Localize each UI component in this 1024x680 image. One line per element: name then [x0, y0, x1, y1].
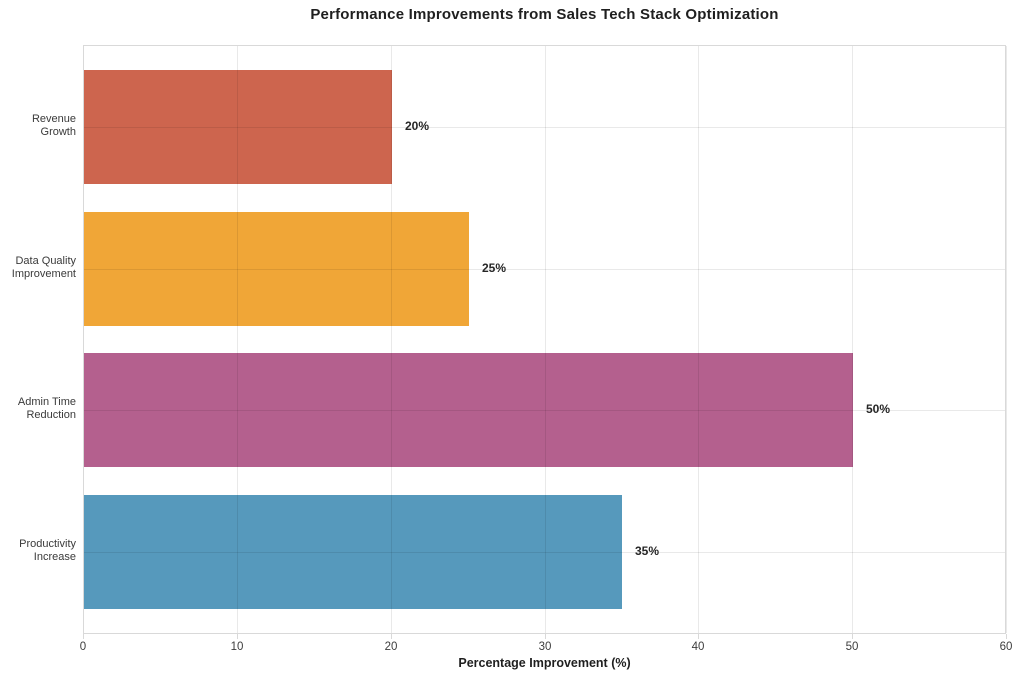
plot-area: 20% 25% 50% 35%	[83, 45, 1007, 634]
y-gridline	[84, 269, 1005, 270]
y-gridline	[84, 127, 1005, 128]
bar-productivity-increase	[84, 495, 622, 609]
y-tick-label-line: Productivity	[19, 538, 76, 550]
bar-value-label: 50%	[866, 402, 891, 416]
y-tick-label: Productivity Increase	[0, 538, 76, 564]
bar-value-label: 35%	[635, 544, 660, 558]
bar-value-label: 25%	[482, 261, 507, 275]
x-gridline	[852, 46, 853, 633]
x-gridline	[237, 46, 238, 633]
x-axis-title: Percentage Improvement (%)	[458, 656, 631, 670]
y-tick-label: Revenue Growth	[0, 113, 76, 139]
bar-revenue-growth	[84, 70, 392, 184]
x-tick-mark	[391, 634, 392, 639]
y-tick-label-line: Growth	[40, 126, 76, 138]
y-gridline	[84, 410, 1005, 411]
y-tick-label-line: Increase	[33, 551, 76, 563]
y-tick-label: Data Quality Improvement	[0, 255, 76, 281]
x-tick-mark	[237, 634, 238, 639]
bar-value-label: 20%	[405, 119, 430, 133]
x-tick-label: 0	[79, 641, 87, 653]
x-tick-label: 30	[538, 641, 552, 653]
y-gridline	[84, 552, 1005, 553]
x-tick-mark	[852, 634, 853, 639]
chart-title: Performance Improvements from Sales Tech…	[310, 6, 779, 23]
y-tick-label: Admin Time Reduction	[0, 396, 76, 422]
x-tick-label: 60	[999, 641, 1013, 653]
bar-admin-time-reduction	[84, 353, 853, 467]
y-tick-label-line: Data Quality	[15, 255, 76, 267]
x-tick-label: 10	[230, 641, 244, 653]
y-tick-label-line: Admin Time	[17, 396, 76, 408]
x-tick-label: 20	[384, 641, 398, 653]
x-tick-label: 50	[845, 641, 859, 653]
y-tick-label-line: Improvement	[11, 268, 76, 280]
y-tick-label-line: Revenue	[31, 113, 76, 125]
x-gridline	[698, 46, 699, 633]
bar-data-quality-improvement	[84, 212, 469, 326]
x-tick-mark	[545, 634, 546, 639]
x-gridline	[1006, 46, 1007, 633]
x-tick-label: 40	[691, 641, 705, 653]
x-tick-mark	[1006, 634, 1007, 639]
x-tick-mark	[698, 634, 699, 639]
y-tick-label-line: Reduction	[26, 409, 76, 421]
x-gridline	[391, 46, 392, 633]
x-tick-mark	[83, 634, 84, 639]
x-gridline	[545, 46, 546, 633]
